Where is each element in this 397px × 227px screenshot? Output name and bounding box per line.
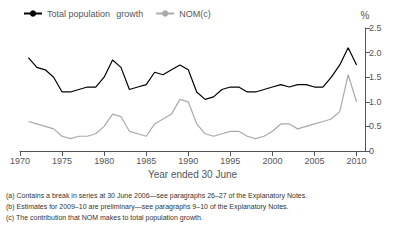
svg-text:0: 0 [369,146,374,156]
svg-text:1970: 1970 [10,156,30,166]
svg-text:Total population growth: Total population growth [47,9,143,19]
svg-text:(a) Contains a break in series: (a) Contains a break in series at 30 Jun… [6,192,307,200]
svg-text:Year ended 30 June: Year ended 30 June [148,169,238,180]
svg-text:1995: 1995 [220,156,240,166]
svg-text:(c) The contribution that NOM: (c) The contribution that NOM makes to t… [6,214,203,222]
svg-text:NOM(c): NOM(c) [179,9,211,19]
svg-text:2010: 2010 [347,156,367,166]
svg-text:2005: 2005 [304,156,324,166]
svg-text:1990: 1990 [178,156,198,166]
svg-text:1.5: 1.5 [369,72,382,82]
svg-text:1980: 1980 [94,156,114,166]
svg-text:(b) Estimates for 2009–10 are: (b) Estimates for 2009–10 are preliminar… [6,203,289,211]
svg-text:0.5: 0.5 [369,121,382,131]
svg-text:%: % [361,10,370,21]
svg-text:2.5: 2.5 [369,23,382,33]
svg-text:1985: 1985 [136,156,156,166]
svg-text:1.0: 1.0 [369,97,382,107]
svg-text:2.0: 2.0 [369,48,382,58]
svg-text:2000: 2000 [262,156,282,166]
svg-text:1975: 1975 [52,156,72,166]
